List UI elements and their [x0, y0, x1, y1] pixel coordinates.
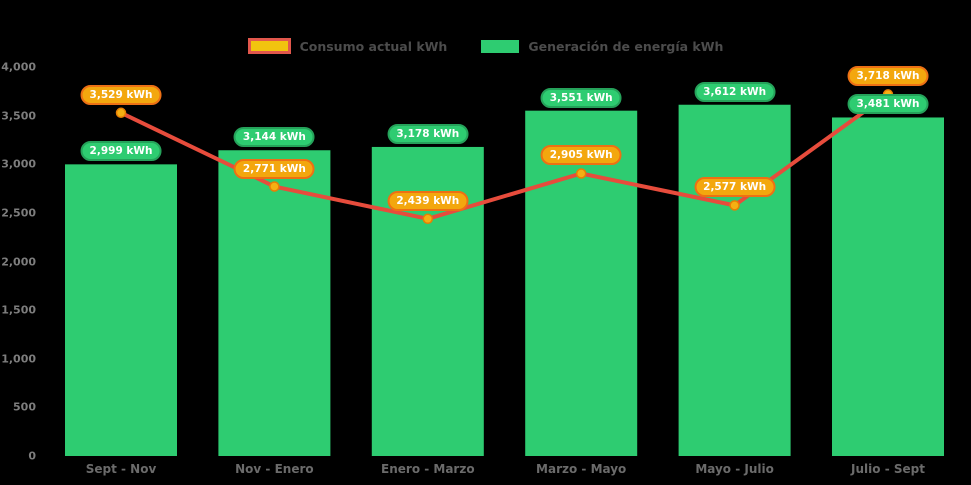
- consumo-line-point[interactable]: [269, 181, 280, 192]
- generacion-value-label: 3,551 kWh: [540, 87, 622, 108]
- y-axis-tick-label: 2,500: [1, 206, 36, 220]
- generacion-value-label: 2,999 kWh: [80, 141, 162, 162]
- legend-item-consumo-actual[interactable]: Consumo actual kWh: [247, 38, 448, 54]
- x-axis-label: Nov - Enero: [235, 462, 314, 476]
- consumo-value-label: 3,529 kWh: [80, 84, 162, 105]
- y-axis-tick-label: 3,500: [1, 109, 36, 123]
- legend-label-generacion: Generación de energía kWh: [528, 38, 724, 54]
- y-axis-tick-label: 1,000: [1, 352, 36, 366]
- y-axis-tick-label: 4,000: [1, 60, 36, 74]
- y-axis-tick-label: 0: [28, 449, 36, 463]
- y-axis-tick-label: 1,500: [1, 303, 36, 317]
- generacion-value-label: 3,144 kWh: [233, 127, 315, 148]
- x-axis-label: Mayo - Julio: [695, 462, 774, 476]
- consumo-value-label: 2,771 kWh: [233, 158, 315, 179]
- y-axis-tick-label: 3,000: [1, 157, 36, 171]
- consumo-value-label: 2,905 kWh: [540, 145, 622, 166]
- legend-label-consumo: Consumo actual kWh: [299, 38, 448, 54]
- x-axis-label: Julio - Sept: [851, 462, 925, 476]
- consumo-value-label: 2,577 kWh: [694, 177, 776, 198]
- y-axis-tick-label: 2,000: [1, 255, 36, 268]
- generacion-bar[interactable]: [832, 117, 944, 456]
- generacion-value-label: 3,178 kWh: [387, 123, 469, 144]
- legend-item-generacion[interactable]: Generación de energía kWh: [481, 39, 723, 54]
- x-axis-label: Sept - Nov: [85, 462, 157, 476]
- consumo-line-point[interactable]: [422, 213, 434, 225]
- generacion-value-label: 3,481 kWh: [847, 94, 929, 115]
- consumo-value-label: 2,439 kWh: [387, 190, 469, 211]
- consumo-value-label: 3,718 kWh: [847, 66, 929, 87]
- generacion-series-swatch: [481, 39, 520, 53]
- generacion-bar[interactable]: [678, 104, 791, 456]
- consumo-line-point[interactable]: [575, 168, 587, 179]
- legend: Consumo actual kWh Generación de energía…: [0, 38, 971, 54]
- generacion-bar[interactable]: [218, 150, 331, 456]
- generacion-bar[interactable]: [525, 110, 638, 456]
- y-axis-tick-label: 500: [13, 400, 36, 414]
- x-axis-label: Marzo - Mayo: [536, 462, 627, 476]
- generacion-value-label: 3,612 kWh: [694, 81, 776, 102]
- consumo-line-point[interactable]: [115, 107, 127, 119]
- consumo-line-point[interactable]: [729, 200, 740, 211]
- generacion-bar[interactable]: [65, 164, 177, 457]
- consumo-series-swatch: [247, 38, 291, 54]
- x-axis-label: Enero - Marzo: [381, 462, 475, 476]
